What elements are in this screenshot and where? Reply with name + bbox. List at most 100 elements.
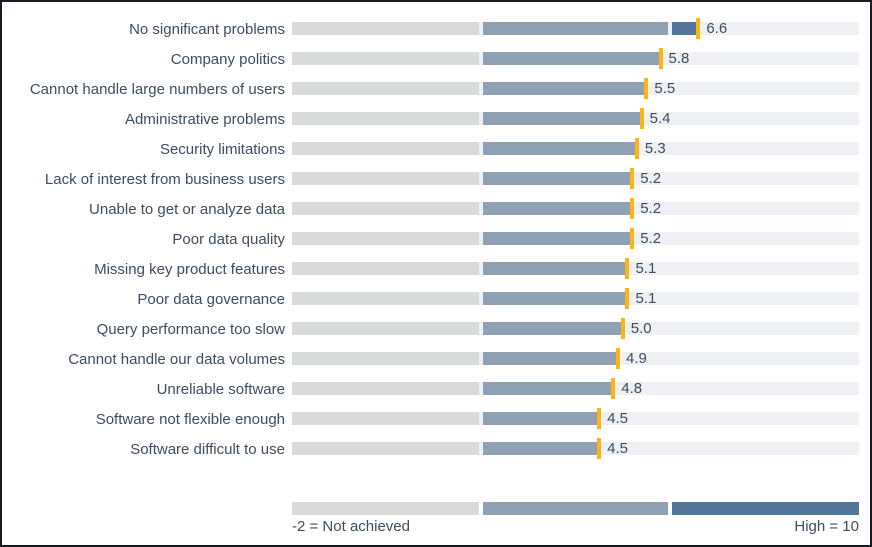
bar-segment-low	[292, 232, 479, 245]
category-label: Software not flexible enough	[95, 410, 285, 428]
bar-segment-low	[292, 22, 479, 35]
bar-segment-mid	[483, 52, 661, 65]
bar-segment-mid	[483, 442, 600, 455]
value-marker	[597, 438, 602, 459]
category-label: Company politics	[170, 50, 285, 68]
bar-segment-low	[292, 262, 479, 275]
bar-segment-mid	[483, 292, 628, 305]
bar-segment-high	[672, 22, 699, 35]
value-label: 4.9	[626, 350, 647, 367]
chart-row: Software difficult to use 4.5	[2, 434, 870, 464]
bar-segment-mid	[483, 412, 600, 425]
bar-segment-low	[292, 352, 479, 365]
legend-segment-mid	[483, 502, 668, 515]
category-label: Missing key product features	[94, 260, 285, 278]
bar-segment-low	[292, 322, 479, 335]
value-marker	[630, 228, 635, 249]
value-marker	[658, 48, 663, 69]
value-label: 5.2	[640, 200, 662, 217]
bar-plot-area: 5.2	[292, 164, 859, 194]
category-label: Cannot handle large numbers of users	[29, 80, 285, 98]
bar-segment-low	[292, 202, 479, 215]
chart-row: Lack of interest from business users 5.2	[2, 164, 870, 194]
value-label: 5.5	[654, 80, 676, 97]
bar-segment-low	[292, 412, 479, 425]
bar-segment-low	[292, 142, 479, 155]
chart-row: Poor data governance 5.1	[2, 284, 870, 314]
value-label: 6.6	[706, 20, 728, 37]
value-label: 4.8	[621, 380, 643, 397]
chart-row: Company politics 5.8	[2, 44, 870, 74]
bar-segment-low	[292, 52, 479, 65]
value-marker	[611, 378, 616, 399]
chart-row: Unable to get or analyze data 5.2	[2, 194, 870, 224]
value-label: 5.8	[668, 50, 690, 67]
bar-segment-mid	[483, 22, 668, 35]
bar-plot-area: 5.0	[292, 314, 859, 344]
legend-segment-low	[292, 502, 479, 515]
chart-row: Unreliable software 4.8	[2, 374, 870, 404]
chart-row: Administrative problems 5.4	[2, 104, 870, 134]
value-marker	[597, 408, 602, 429]
bar-plot-area: 5.3	[292, 134, 859, 164]
bar-plot-area: 5.8	[292, 44, 859, 74]
bar-segment-mid	[483, 262, 628, 275]
value-label: 5.1	[635, 290, 657, 307]
category-label: Lack of interest from business users	[44, 170, 285, 188]
chart-row: Cannot handle large numbers of users 5.5	[2, 74, 870, 104]
bar-plot-area: 5.4	[292, 104, 859, 134]
legend-scale-bar	[292, 502, 859, 515]
chart-row: No significant problems 6.6	[2, 14, 870, 44]
value-marker	[639, 108, 644, 129]
chart-row: Security limitations 5.3	[2, 134, 870, 164]
category-label: Poor data governance	[137, 290, 285, 308]
chart-row: Missing key product features 5.1	[2, 254, 870, 284]
category-label: Unreliable software	[156, 380, 285, 398]
bar-segment-low	[292, 292, 479, 305]
bar-segment-low	[292, 112, 479, 125]
chart-row: Poor data quality 5.2	[2, 224, 870, 254]
bar-segment-low	[292, 82, 479, 95]
bar-plot-area: 5.1	[292, 254, 859, 284]
bar-segment-mid	[483, 82, 647, 95]
category-label: Cannot handle our data volumes	[68, 350, 285, 368]
category-label: Query performance too slow	[96, 320, 285, 338]
bar-plot-area: 4.5	[292, 434, 859, 464]
value-marker	[644, 78, 649, 99]
chart-row: Query performance too slow 5.0	[2, 314, 870, 344]
category-label: Administrative problems	[124, 110, 285, 128]
bar-segment-low	[292, 172, 479, 185]
bar-segment-mid	[483, 232, 633, 245]
bar-segment-mid	[483, 322, 623, 335]
value-label: 5.2	[640, 230, 662, 247]
value-marker	[620, 318, 625, 339]
value-marker	[634, 138, 639, 159]
legend-max-label: High = 10	[794, 518, 859, 535]
bar-segment-mid	[483, 142, 637, 155]
category-label: Software difficult to use	[130, 440, 285, 458]
category-label: No significant problems	[129, 20, 285, 38]
category-label: Unable to get or analyze data	[89, 200, 285, 218]
bar-segment-mid	[483, 352, 619, 365]
value-label: 4.5	[607, 410, 628, 427]
legend-min-label: -2 = Not achieved	[292, 518, 410, 535]
value-marker	[616, 348, 621, 369]
bar-plot-area: 5.2	[292, 224, 859, 254]
bar-segment-low	[292, 442, 479, 455]
category-label: Poor data quality	[172, 230, 285, 248]
value-label: 4.5	[607, 440, 628, 457]
value-label: 5.3	[644, 140, 666, 157]
chart-rows: No significant problems 6.6 Company politi…	[2, 14, 870, 464]
chart-row: Cannot handle our data volumes 4.9	[2, 344, 870, 374]
chart-row: Software not flexible enough 4.5	[2, 404, 870, 434]
value-label: 5.2	[640, 170, 662, 187]
bar-segment-mid	[483, 112, 642, 125]
bar-plot-area: 5.1	[292, 284, 859, 314]
bar-plot-area: 4.9	[292, 344, 859, 374]
bar-plot-area: 4.8	[292, 374, 859, 404]
value-marker	[630, 198, 635, 219]
bar-segment-mid	[483, 382, 614, 395]
value-label: 5.1	[635, 260, 657, 277]
value-marker	[625, 288, 630, 309]
